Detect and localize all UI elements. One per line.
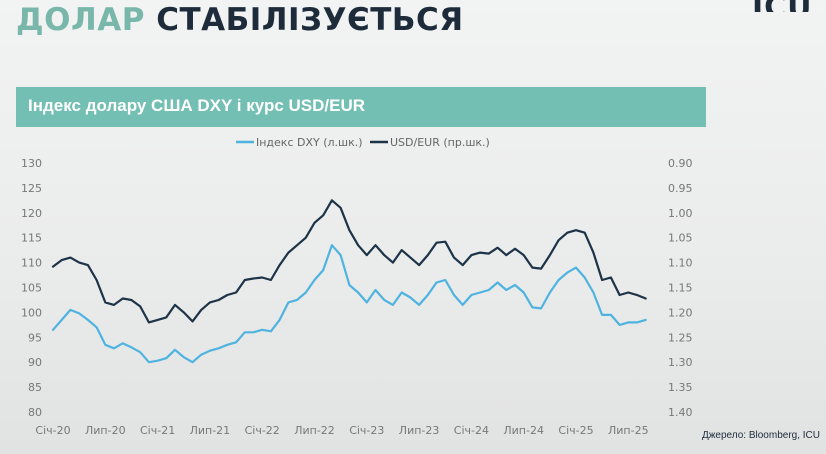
x-tick-label: Лип-24 <box>503 424 544 437</box>
y-left-tick-label: 120 <box>21 207 42 220</box>
chart-title: Індекс долару США DXY і курс USD/EUR <box>28 96 366 115</box>
y-right-tick-label: 1.25 <box>668 331 693 344</box>
y-right-tick-label: 1.35 <box>668 381 693 394</box>
x-tick-label: Січ-22 <box>245 424 280 437</box>
y-axis-right: 0.90 0.95 1.00 1.05 1.10 1.15 1.20 1.25 1.30 1.35… <box>668 157 693 419</box>
x-tick-label: Січ-25 <box>558 424 593 437</box>
y-left-tick-label: 105 <box>21 282 42 295</box>
y-right-tick-label: 1.10 <box>668 257 693 270</box>
x-tick-label: Січ-20 <box>35 424 70 437</box>
chart-legend: Індекс DXY (л.шк.) USD/EUR (пр.шк.) <box>236 136 490 149</box>
x-tick-label: Січ-21 <box>140 424 175 437</box>
chart-title-banner: Індекс долару США DXY і курс USD/EUR <box>16 87 706 127</box>
y-right-tick-label: 1.00 <box>668 207 693 220</box>
y-left-tick-label: 115 <box>21 232 42 245</box>
y-right-tick-label: 0.90 <box>668 157 693 170</box>
legend-item-usdeur: USD/EUR (пр.шк.) <box>370 136 490 149</box>
y-left-tick-label: 110 <box>21 257 42 270</box>
legend-label: USD/EUR (пр.шк.) <box>390 136 490 149</box>
x-tick-label: Лип-22 <box>294 424 335 437</box>
series-line-dxy <box>51 244 647 364</box>
x-tick-label: Лип-23 <box>399 424 440 437</box>
x-tick-label: Січ-24 <box>454 424 489 437</box>
y-left-tick-label: 95 <box>28 331 42 344</box>
y-right-tick-label: 0.95 <box>668 182 693 195</box>
icu-logo: ICU <box>752 0 826 12</box>
line-chart: Індекс DXY (л.шк.) USD/EUR (пр.шк.) 130 12… <box>21 136 693 437</box>
y-axis-left: 130 125 120 115 110 105 100 95 90 85 80 <box>21 157 42 419</box>
y-right-tick-label: 1.30 <box>668 356 693 369</box>
y-right-tick-label: 1.40 <box>668 406 693 419</box>
x-tick-label: Лип-20 <box>85 424 126 437</box>
y-right-tick-label: 1.20 <box>668 306 693 319</box>
y-left-tick-label: 85 <box>28 381 42 394</box>
y-left-tick-label: 100 <box>21 306 42 319</box>
legend-item-dxy: Індекс DXY (л.шк.) <box>236 136 363 149</box>
x-axis: Січ-20 Лип-20 Січ-21 Лип-21 Січ-22 Лип-22 Січ-… <box>35 424 648 437</box>
source-note: Джерело: Bloomberg, ICU <box>701 430 820 441</box>
slide-title-part1: ДОЛАР <box>16 2 145 38</box>
slide-title-part2: СТАБІЛІЗУЄТЬСЯ <box>156 2 464 38</box>
x-tick-label: Лип-21 <box>190 424 231 437</box>
y-left-tick-label: 130 <box>21 157 42 170</box>
y-left-tick-label: 90 <box>28 356 42 369</box>
y-left-tick-label: 125 <box>21 182 42 195</box>
y-left-tick-label: 80 <box>28 406 42 419</box>
y-right-tick-label: 1.15 <box>668 282 693 295</box>
series-layer <box>51 199 647 364</box>
y-right-tick-label: 1.05 <box>668 232 693 245</box>
legend-label: Індекс DXY (л.шк.) <box>256 136 363 149</box>
x-tick-label: Січ-23 <box>349 424 384 437</box>
x-tick-label: Лип-25 <box>608 424 649 437</box>
slide-title: ДОЛАР СТАБІЛІЗУЄТЬСЯ <box>16 2 464 38</box>
series-line-usdeur <box>51 199 647 324</box>
